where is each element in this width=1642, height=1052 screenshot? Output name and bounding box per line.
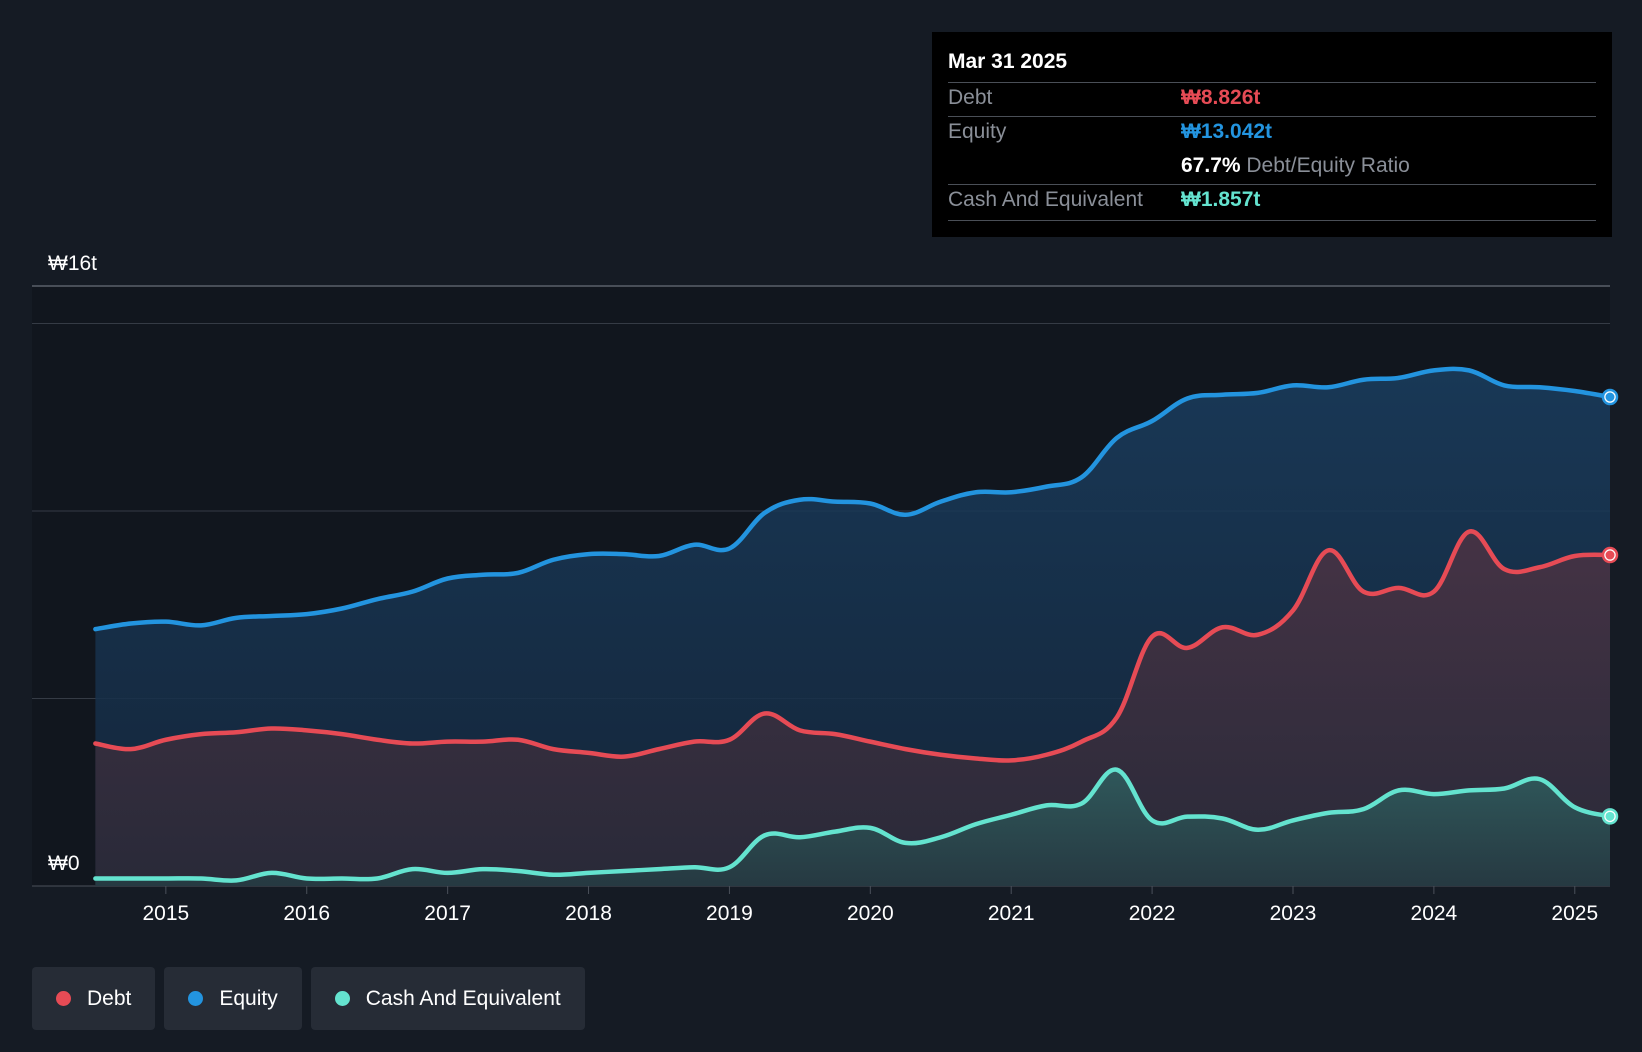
legend-label-equity: Equity [219, 986, 278, 1010]
legend-label-cash: Cash And Equivalent [365, 986, 561, 1010]
cash-dot-icon [334, 991, 350, 1006]
equity-endpoint-dot [1605, 392, 1615, 402]
debt-dot-icon [56, 991, 71, 1006]
tooltip-debt-label: Debt [948, 86, 993, 109]
debt-line [93, 529, 1613, 763]
tooltip-equity-label: Equity [948, 120, 1007, 143]
x-tick-label: 2021 [988, 902, 1035, 925]
legend-item-equity[interactable]: Equity [164, 967, 302, 1030]
x-tick-label: 2016 [283, 902, 330, 925]
cash-area [95, 769, 1610, 886]
legend: Debt Equity Cash And Equivalent [32, 967, 585, 1030]
y-tick-label-top: ₩16t [48, 252, 97, 275]
x-tick-label: 2017 [424, 902, 471, 925]
area-fills [95, 368, 1610, 886]
cash-line [93, 767, 1613, 883]
x-tick-label: 2023 [1270, 902, 1317, 925]
equity-line [93, 366, 1613, 632]
debt-endpoint-dot [1605, 550, 1615, 560]
tooltip-panel: Mar 31 2025 Debt ₩8.826t Equity ₩13.042t… [932, 32, 1612, 237]
x-tick-label: 2018 [565, 902, 612, 925]
x-tick-label: 2020 [847, 902, 894, 925]
legend-label-debt: Debt [87, 986, 132, 1010]
equity-dot-icon [188, 991, 204, 1006]
x-axis: 2015 2016 2017 2018 2019 2020 2021 2022 2023 2024… [142, 886, 1598, 925]
tooltip-divider [948, 116, 1596, 117]
series-lines [93, 366, 1613, 883]
x-tick-label: 2024 [1411, 902, 1458, 925]
tooltip-ratio: 67.7% Debt/Equity Ratio [1181, 154, 1410, 178]
series-endpoints [1601, 388, 1619, 825]
tooltip-divider [948, 220, 1596, 221]
tooltip-ratio-label: Debt/Equity Ratio [1246, 154, 1410, 177]
tooltip-date: Mar 31 2025 [948, 50, 1068, 73]
tooltip-ratio-value: 67.7% [1181, 154, 1241, 177]
x-tick-label: 2025 [1551, 902, 1598, 925]
tooltip-divider [948, 184, 1596, 185]
legend-item-debt[interactable]: Debt [32, 967, 156, 1030]
legend-item-cash[interactable]: Cash And Equivalent [310, 967, 585, 1030]
tooltip-cash-value: ₩1.857t [1181, 188, 1261, 211]
x-tick-label: 2022 [1129, 902, 1176, 925]
x-tick-label: 2015 [142, 902, 189, 925]
cash-endpoint-dot [1605, 811, 1615, 821]
x-tick-label: 2019 [706, 902, 753, 925]
y-tick-label-bottom: ₩0 [48, 852, 80, 875]
tooltip-debt-value: ₩8.826t [1181, 86, 1261, 109]
tooltip-divider [948, 82, 1596, 83]
tooltip-equity-value: ₩13.042t [1181, 120, 1273, 143]
tooltip-cash-label: Cash And Equivalent [948, 188, 1143, 211]
debt-area [95, 531, 1610, 886]
